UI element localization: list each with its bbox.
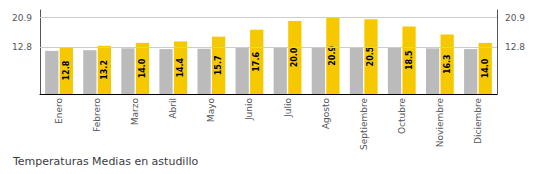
svg-text:Julio: Julio — [283, 98, 293, 118]
svg-text:20.9: 20.9 — [505, 13, 525, 23]
svg-text:Septiembre: Septiembre — [359, 98, 369, 151]
svg-text:12.8: 12.8 — [505, 42, 525, 52]
svg-text:Temperaturas Medias en astudil: Temperaturas Medias en astudillo — [12, 155, 199, 168]
svg-text:Diciembre: Diciembre — [473, 98, 483, 144]
svg-text:20.9: 20.9 — [328, 46, 337, 66]
svg-text:Enero: Enero — [54, 98, 64, 124]
svg-text:Junio: Junio — [244, 98, 254, 122]
svg-text:15.7: 15.7 — [214, 55, 223, 75]
svg-text:20.0: 20.0 — [290, 47, 299, 67]
svg-text:Noviembre: Noviembre — [435, 98, 445, 148]
svg-text:Octubre: Octubre — [397, 98, 407, 134]
svg-text:16.3: 16.3 — [443, 54, 452, 74]
svg-text:20.5: 20.5 — [366, 46, 375, 66]
svg-text:14.0: 14.0 — [481, 58, 490, 78]
svg-text:Febrero: Febrero — [92, 98, 102, 132]
svg-text:12.8: 12.8 — [62, 60, 71, 80]
svg-text:12.8: 12.8 — [12, 42, 32, 52]
svg-text:18.5: 18.5 — [405, 50, 414, 70]
svg-text:14.0: 14.0 — [138, 58, 147, 78]
svg-text:Agosto: Agosto — [321, 98, 331, 130]
svg-text:Abril: Abril — [168, 98, 178, 119]
svg-text:Marzo: Marzo — [130, 98, 140, 126]
svg-text:14.4: 14.4 — [176, 57, 185, 77]
svg-text:20.9: 20.9 — [12, 13, 32, 23]
svg-text:17.6: 17.6 — [252, 52, 261, 72]
svg-text:Mayo: Mayo — [206, 98, 216, 123]
svg-text:13.2: 13.2 — [100, 60, 109, 80]
